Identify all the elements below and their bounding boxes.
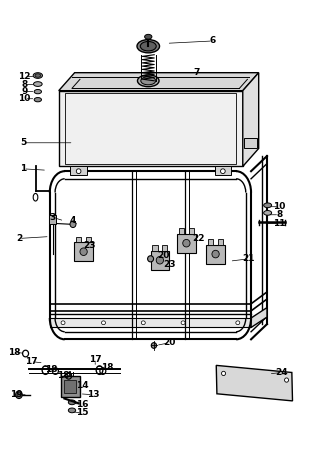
Bar (86, 237, 91, 242)
Ellipse shape (61, 321, 65, 324)
Bar (59, 91, 243, 166)
Bar (214, 165, 231, 175)
Polygon shape (251, 308, 267, 327)
Ellipse shape (151, 342, 157, 348)
Text: 5: 5 (20, 138, 26, 147)
Ellipse shape (137, 39, 160, 53)
Polygon shape (216, 365, 292, 401)
Text: 18: 18 (101, 363, 114, 372)
Polygon shape (243, 73, 259, 166)
Text: 4: 4 (70, 217, 76, 226)
Ellipse shape (236, 321, 240, 324)
Text: 20: 20 (157, 251, 169, 260)
Text: 6: 6 (210, 37, 216, 46)
Ellipse shape (183, 239, 190, 247)
Text: 18: 18 (45, 365, 57, 374)
Ellipse shape (76, 169, 81, 173)
Text: 23: 23 (164, 260, 176, 269)
Ellipse shape (102, 321, 106, 324)
Bar (50, 318, 251, 327)
Bar (70, 165, 87, 175)
Ellipse shape (148, 256, 154, 262)
Ellipse shape (140, 41, 156, 51)
Text: 1: 1 (20, 164, 26, 173)
Text: 19: 19 (10, 390, 23, 399)
Text: 14: 14 (76, 381, 88, 390)
Text: 8: 8 (21, 80, 28, 89)
Ellipse shape (220, 169, 225, 173)
Ellipse shape (33, 73, 43, 78)
Ellipse shape (35, 74, 41, 77)
Text: 16: 16 (76, 399, 88, 408)
Ellipse shape (68, 408, 76, 413)
Bar (218, 239, 223, 245)
Ellipse shape (212, 250, 219, 258)
Ellipse shape (34, 89, 42, 94)
Text: 10: 10 (273, 202, 285, 211)
Text: 24: 24 (276, 368, 288, 377)
Bar (179, 228, 184, 234)
Text: 21: 21 (242, 254, 255, 263)
Text: 9: 9 (21, 87, 28, 96)
Ellipse shape (70, 221, 76, 228)
Ellipse shape (17, 393, 21, 397)
Bar (162, 245, 167, 251)
Ellipse shape (138, 75, 159, 87)
Ellipse shape (181, 321, 185, 324)
Ellipse shape (145, 34, 152, 39)
Bar (75, 242, 93, 261)
Text: 12: 12 (18, 72, 31, 81)
Bar (64, 380, 76, 393)
Ellipse shape (221, 371, 225, 376)
Ellipse shape (33, 193, 38, 201)
Ellipse shape (34, 97, 42, 102)
Bar (208, 239, 213, 245)
Text: 22: 22 (193, 235, 205, 243)
Ellipse shape (264, 203, 272, 208)
Text: 23: 23 (83, 241, 96, 250)
Text: 7: 7 (193, 68, 199, 77)
Text: 20: 20 (164, 338, 176, 347)
Text: 3: 3 (49, 213, 55, 222)
Bar (61, 376, 80, 397)
Bar (152, 245, 158, 251)
Text: 18: 18 (8, 348, 21, 357)
Bar (49, 215, 56, 224)
Bar (151, 251, 169, 270)
Ellipse shape (68, 383, 76, 388)
Ellipse shape (156, 256, 164, 264)
Ellipse shape (16, 391, 22, 399)
Text: 8: 8 (276, 210, 282, 219)
Ellipse shape (141, 77, 156, 85)
Bar (244, 138, 257, 148)
Text: 10: 10 (18, 94, 31, 103)
Bar (206, 245, 225, 264)
Ellipse shape (80, 248, 87, 256)
Ellipse shape (34, 82, 42, 86)
Text: 17: 17 (89, 355, 102, 364)
Ellipse shape (285, 378, 288, 382)
Bar (177, 234, 195, 253)
Text: 18: 18 (57, 371, 69, 380)
Text: 17: 17 (25, 357, 38, 366)
Text: 13: 13 (87, 390, 99, 399)
Text: 15: 15 (76, 408, 88, 417)
Text: 2: 2 (16, 234, 22, 243)
Text: 11: 11 (273, 219, 285, 228)
Ellipse shape (68, 400, 76, 405)
Ellipse shape (141, 321, 145, 324)
Bar (76, 237, 81, 242)
Bar (65, 93, 236, 164)
Polygon shape (59, 73, 259, 91)
Bar (189, 228, 194, 234)
Ellipse shape (264, 210, 272, 215)
